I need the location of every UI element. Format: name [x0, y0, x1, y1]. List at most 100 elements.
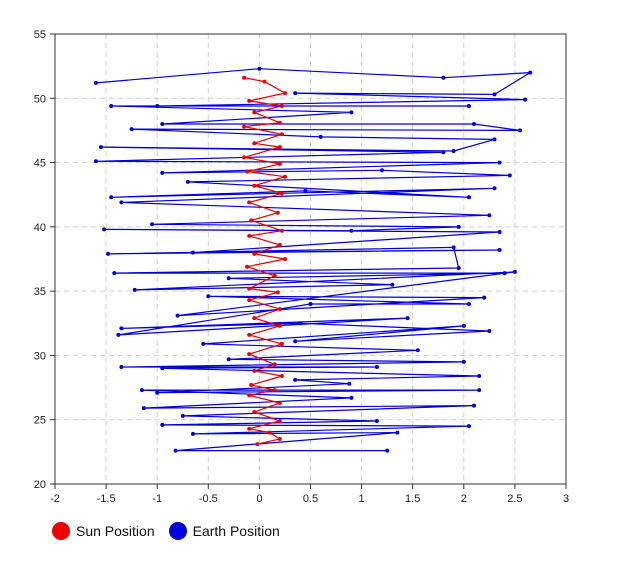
- earth-position-point: [93, 80, 98, 85]
- sun-position-point: [247, 393, 252, 398]
- sun-position-point: [283, 174, 287, 179]
- sun-position-point: [277, 437, 282, 441]
- sun-position-point: [283, 257, 287, 261]
- sun-position-point: [247, 233, 252, 238]
- sun-position-point: [277, 161, 282, 166]
- earth-position-point: [405, 316, 410, 321]
- earth-position-point: [293, 91, 298, 96]
- earth-position-point: [512, 269, 517, 274]
- sun-position-point: [277, 120, 282, 125]
- sun-position-point: [279, 132, 284, 137]
- earth-position-point: [502, 271, 507, 276]
- earth-position-point: [112, 271, 117, 276]
- earth-position-point: [293, 377, 298, 382]
- earth-position-point: [226, 276, 231, 281]
- earth-position-point: [497, 248, 502, 252]
- earth-position-point: [523, 97, 528, 102]
- legend-swatch-earth: [168, 522, 187, 540]
- earth-position-point: [109, 104, 114, 108]
- legend-item-sun[interactable]: Sun Position: [52, 522, 155, 540]
- earth-position-point: [349, 228, 354, 233]
- earth-position-point: [298, 321, 303, 326]
- sun-position-point: [275, 210, 280, 215]
- earth-position-point: [293, 339, 298, 344]
- earth-position-point: [173, 448, 178, 453]
- sun-position-point: [252, 141, 257, 146]
- earth-position-point: [191, 250, 195, 255]
- sun-position-point: [245, 264, 250, 269]
- sun-position-point: [249, 383, 254, 387]
- sun-position-point: [247, 98, 252, 103]
- sun-position-point: [279, 228, 284, 233]
- earth-position-point: [518, 128, 522, 133]
- sun-position-point: [252, 316, 257, 321]
- grid: [55, 34, 566, 484]
- sun-position-point: [242, 75, 247, 80]
- earth-position-point: [191, 431, 195, 436]
- sun-position-point: [252, 183, 257, 188]
- earth-position-point: [160, 122, 165, 126]
- sun-position-point: [242, 124, 247, 129]
- sun-position-point: [275, 290, 280, 295]
- earth-position-point: [456, 266, 461, 270]
- earth-position-point: [492, 137, 497, 142]
- sun-position-point: [279, 191, 284, 196]
- earth-position-point: [160, 366, 165, 371]
- earth-position-point: [461, 359, 466, 364]
- earth-position-point: [441, 150, 446, 155]
- earth-position-point: [116, 332, 121, 337]
- earth-position-point: [109, 195, 114, 200]
- earth-position-point: [374, 365, 379, 369]
- sun-position-point: [272, 273, 277, 278]
- sun-position-point: [255, 442, 260, 447]
- sun-position-point: [262, 79, 267, 84]
- sun-position-point: [267, 430, 272, 435]
- sun-position-point: [247, 332, 252, 337]
- legend-swatch-sun: [52, 522, 70, 540]
- earth-position-point: [374, 419, 379, 423]
- earth-position-point: [226, 357, 231, 362]
- earth-position-point: [487, 213, 492, 218]
- earth-position-point: [155, 390, 160, 395]
- earth-position-point: [472, 122, 476, 126]
- earth-position-point: [441, 75, 446, 80]
- earth-position-point: [497, 160, 502, 165]
- earth-position-point: [390, 282, 395, 287]
- x-tick-label: 1.5: [405, 493, 420, 505]
- earth-position-point: [472, 403, 476, 408]
- earth-position-point: [155, 104, 160, 108]
- earth-position-point: [201, 341, 206, 346]
- sun-position-point: [277, 242, 282, 247]
- series-sun-position: [242, 75, 287, 447]
- earth-position-point: [507, 173, 512, 178]
- earth-position-point: [349, 395, 354, 400]
- sun-position-point: [283, 91, 287, 96]
- sun-position-point: [249, 218, 254, 223]
- earth-position-point: [385, 448, 390, 453]
- y-tick-label: 35: [34, 286, 46, 298]
- earth-position-point: [206, 294, 211, 299]
- x-tick-label: -1.5: [97, 493, 116, 505]
- sun-position-point: [277, 145, 282, 150]
- earth-position-point: [93, 159, 98, 164]
- sun-position-point: [277, 307, 282, 312]
- earth-position-point: [466, 302, 471, 306]
- earth-position-point: [497, 230, 502, 234]
- y-tick-label: 45: [34, 158, 46, 170]
- x-tick-label: -2: [50, 493, 60, 505]
- earth-position-point: [318, 134, 323, 139]
- earth-position-point: [415, 348, 420, 353]
- earth-position-point: [451, 149, 456, 153]
- y-tick-label: 30: [34, 350, 46, 362]
- earth-position-point: [466, 195, 471, 200]
- earth-position-point: [119, 326, 124, 331]
- earth-position-point: [492, 92, 497, 97]
- earth-position-point: [129, 127, 134, 132]
- x-tick-label: 0.5: [303, 493, 318, 505]
- sun-position-point: [247, 200, 252, 205]
- sun-position-point: [272, 362, 277, 367]
- sun-position-point: [252, 251, 257, 256]
- earth-position-point: [119, 200, 124, 205]
- legend-item-earth[interactable]: Earth Position: [168, 522, 280, 540]
